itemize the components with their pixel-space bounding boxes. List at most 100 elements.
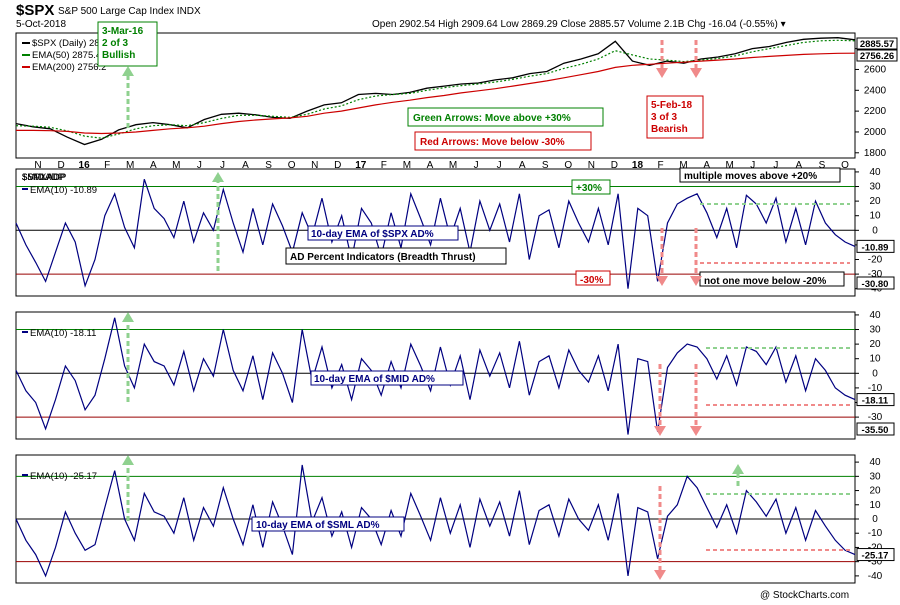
- y-tick-label: -40: [868, 571, 883, 582]
- x-tick-label: J: [474, 160, 479, 171]
- y-tick-label: 0: [872, 514, 878, 525]
- legend-entry: EMA(200) 2756.2: [32, 62, 106, 73]
- x-tick-label: A: [242, 160, 249, 171]
- index-name: S&P 500 Large Cap Index INDX: [58, 6, 201, 17]
- last-value-box: [856, 276, 895, 290]
- green-arrow-mid-head: [122, 312, 134, 322]
- note-box-red-arrows: [414, 131, 592, 151]
- x-tick-label: M: [726, 160, 734, 171]
- last-value-box: [856, 239, 895, 253]
- y-tick-label: 30: [869, 325, 881, 336]
- x-tick-label: O: [288, 160, 296, 171]
- y-tick-label: -30: [868, 412, 883, 423]
- y-tick-label: 0: [872, 368, 878, 379]
- note-bearish-label: Bearish: [651, 124, 688, 135]
- note-box-bearish: [646, 95, 704, 139]
- symbol-title: $SPX: [16, 2, 54, 19]
- quote-line[interactable]: Open 2902.54 High 2909.64 Low 2869.29 Cl…: [372, 19, 786, 30]
- series-line-1-0: [15, 179, 856, 289]
- x-tick-label: A: [703, 160, 710, 171]
- note-minus30: -30%: [580, 275, 603, 286]
- x-tick-label: 17: [355, 160, 367, 171]
- series-line-0-1: [15, 39, 856, 139]
- red-arrow-spx-2-head: [690, 276, 702, 286]
- note-bullish-date: 3-Mar-16: [102, 26, 144, 37]
- y-tick-label: -30: [868, 557, 883, 568]
- note-bullish-count: 2 of 3: [102, 38, 129, 49]
- y-tick-label: 2200: [864, 106, 887, 117]
- x-tick-label: N: [34, 160, 41, 171]
- note-sml-ema: 10-day EMA of $SML AD%: [256, 520, 380, 531]
- note-red-arrows: Red Arrows: Move below -30%: [420, 137, 565, 148]
- note-box-multiple: [679, 167, 841, 183]
- note-box-breadth: [285, 247, 507, 265]
- legend-entry: $SPX (Daily) 2885.57: [32, 38, 123, 49]
- x-tick-label: N: [311, 160, 318, 171]
- last-value-label: -30.80: [862, 279, 889, 290]
- red-arrow-top-1-head: [656, 68, 668, 78]
- x-tick-label: D: [57, 160, 64, 171]
- note-box-spx: [307, 225, 459, 241]
- note-box-sml: [251, 516, 405, 532]
- y-tick-label: -30: [868, 269, 883, 280]
- x-tick-label: S: [265, 160, 272, 171]
- note-green-arrows: Green Arrows: Move above +30%: [413, 113, 571, 124]
- x-tick-label: J: [750, 160, 755, 171]
- note-breadth-thrust: AD Percent Indicators (Breadth Thrust): [290, 252, 476, 263]
- series-line-2-0: [15, 317, 856, 435]
- note-box-plus30: [571, 179, 611, 195]
- x-tick-label: A: [150, 160, 157, 171]
- y-tick-label: 40: [869, 457, 881, 468]
- note-box-green-arrows: [407, 107, 604, 127]
- y-tick-label: 2000: [864, 127, 887, 138]
- last-value-box: [856, 548, 895, 562]
- green-arrow-sml-head: [122, 455, 134, 465]
- y-tick-label: 30: [869, 182, 881, 193]
- x-tick-label: F: [104, 160, 110, 171]
- note-bearish-date: 5-Feb-18: [651, 100, 693, 111]
- y-tick-label: 10: [869, 211, 881, 222]
- x-tick-label: A: [427, 160, 434, 171]
- last-value-label: -35.50: [862, 425, 889, 436]
- y-tick-label: 10: [869, 500, 881, 511]
- note-bearish-count: 3 of 3: [651, 112, 678, 123]
- panel-legend-symbol: $SMLADP: [22, 172, 66, 183]
- y-tick-label: 1800: [864, 148, 887, 159]
- x-tick-label: O: [841, 160, 849, 171]
- note-box-mid: [310, 370, 464, 386]
- x-tick-label: F: [381, 160, 387, 171]
- note-not-one-move: not one move below -20%: [704, 276, 826, 287]
- legend-entry: EMA(50) 2875.4: [32, 50, 101, 61]
- y-tick-label: 30: [869, 471, 881, 482]
- note-box-bullish: [97, 21, 158, 67]
- chart-date: 5-Oct-2018: [16, 19, 66, 30]
- series-line-3-0: [15, 464, 856, 578]
- note-multiple-moves: multiple moves above +20%: [684, 171, 817, 182]
- x-tick-label: M: [449, 160, 457, 171]
- x-tick-label: M: [679, 160, 687, 171]
- y-tick-label: -10: [868, 528, 883, 539]
- x-tick-label: M: [172, 160, 180, 171]
- legend-box: [18, 36, 103, 78]
- last-price-label: 2885.57: [860, 39, 894, 50]
- red-arrow-mid-2-head: [690, 426, 702, 436]
- last-price-box: [856, 37, 898, 50]
- last-value-box: [856, 393, 895, 407]
- y-tick-label: 40: [869, 310, 881, 321]
- x-tick-label: A: [519, 160, 526, 171]
- x-tick-label: D: [334, 160, 341, 171]
- y-tick-label: 2400: [864, 85, 887, 96]
- y-tick-label: 2600: [864, 64, 887, 75]
- x-tick-label: D: [611, 160, 618, 171]
- y-tick-label: -20: [868, 542, 883, 553]
- note-bullish-label: Bullish: [102, 50, 135, 61]
- x-tick-label: N: [588, 160, 595, 171]
- panel-legend-ema: EMA(10) -25.17: [30, 471, 97, 482]
- last-ema-box: [856, 49, 898, 62]
- last-ema-label: 2756.26: [860, 51, 894, 62]
- y-tick-label: 20: [869, 339, 881, 350]
- x-tick-label: O: [564, 160, 572, 171]
- last-value-label: -18.11: [862, 396, 889, 407]
- y-tick-label: 0: [872, 225, 878, 236]
